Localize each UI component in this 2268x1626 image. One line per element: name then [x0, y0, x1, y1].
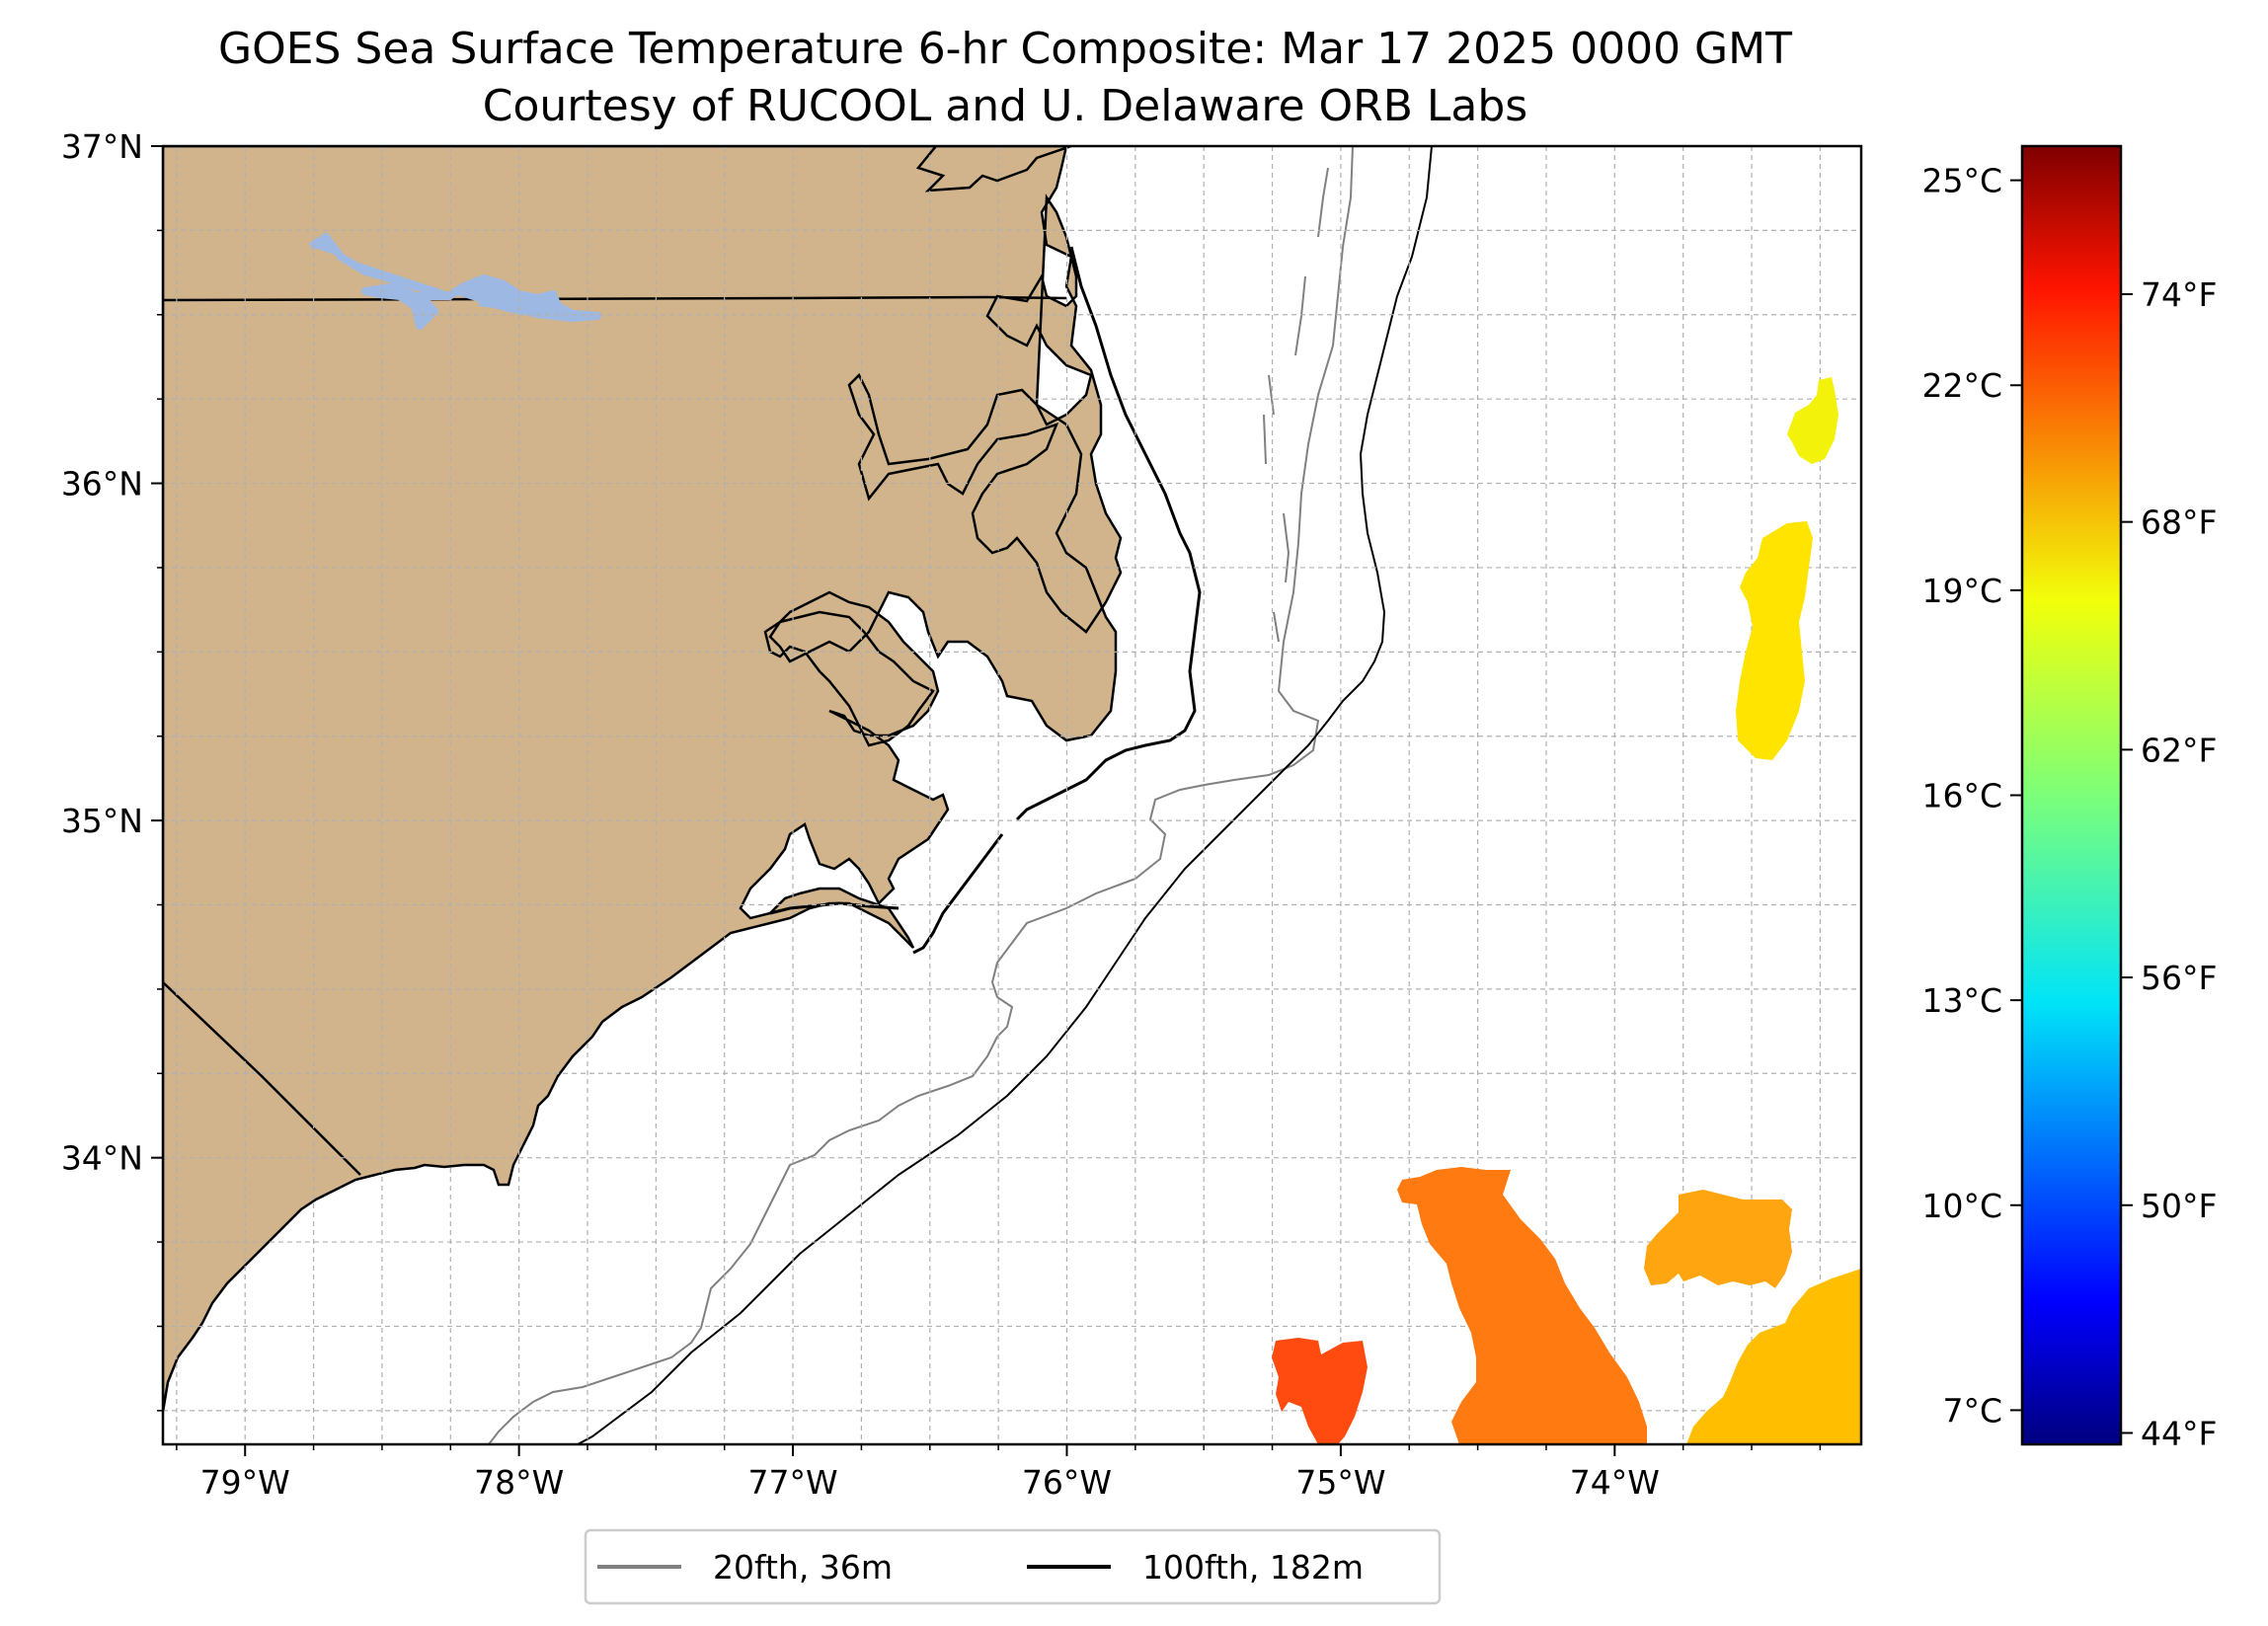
legend-label-100fth: 100fth, 182m	[1142, 1548, 1364, 1587]
lon-tick-label: 74°W	[1570, 1463, 1660, 1502]
map-grid	[163, 146, 1861, 1444]
lon-tick-label: 78°W	[474, 1463, 564, 1502]
colorbar-celsius-ticks: 25°C 22°C 19°C 16°C 13°C 10°C 7°C	[1921, 162, 2022, 1430]
lat-tick-label: 35°N	[61, 802, 143, 840]
sst-patch-south-orange	[1397, 1167, 1647, 1444]
lake-kerr	[308, 233, 601, 330]
latitude-axis: 37°N 36°N 35°N 34°N	[61, 127, 163, 1412]
sst-patch-far-southeast	[1686, 1269, 1861, 1444]
sst-layer	[1272, 377, 1861, 1444]
isobath-20fth	[488, 146, 1354, 1444]
map-title-line2: Courtesy of RUCOOL and U. Delaware ORB L…	[483, 81, 1527, 131]
lon-tick-label: 77°W	[748, 1463, 838, 1502]
lat-tick-label: 34°N	[61, 1139, 143, 1178]
lat-tick-label: 37°N	[61, 127, 143, 166]
colorbar-fahrenheit-label: 44°F	[2141, 1414, 2217, 1452]
colorbar-celsius-label: 13°C	[1921, 981, 2002, 1020]
sst-patch-southeast-orange	[1644, 1190, 1792, 1288]
sst-patch-center-yellow	[1736, 521, 1813, 760]
map-title-line1: GOES Sea Surface Temperature 6-hr Compos…	[218, 24, 1792, 74]
colorbar-celsius-label: 7°C	[1942, 1391, 2002, 1430]
va-nc-border	[163, 295, 1067, 302]
colorbar-celsius-label: 16°C	[1921, 777, 2002, 815]
legend: 20fth, 36m 100fth, 182m	[584, 1528, 1442, 1605]
sst-patch-southwest-red	[1272, 1338, 1368, 1444]
map-frame	[161, 144, 1863, 1446]
sst-patch-north-yellow	[1787, 377, 1838, 464]
outer-banks	[1015, 246, 1202, 821]
colorbar-fahrenheit-ticks: 74°F 68°F 62°F 56°F 50°F 44°F	[2121, 275, 2217, 1452]
colorbar-fahrenheit-label: 68°F	[2141, 503, 2217, 542]
colorbar-fahrenheit-label: 56°F	[2141, 959, 2217, 997]
isobath-20fth-fragments	[1263, 167, 1329, 643]
colorbar-gradient	[2020, 144, 2123, 1446]
colorbar-fahrenheit-label: 74°F	[2141, 275, 2217, 314]
cape-lookout-banks	[912, 833, 1004, 955]
colorbar-celsius-label: 10°C	[1921, 1187, 2002, 1225]
lat-tick-label: 36°N	[61, 465, 143, 503]
colorbar: 25°C 22°C 19°C 16°C 13°C 10°C 7°C 74°F 68°F 62°F…	[1921, 144, 2217, 1452]
colorbar-fahrenheit-label: 62°F	[2141, 731, 2217, 769]
land-north-carolina	[163, 146, 1123, 1413]
longitude-axis: 79°W 78°W 77°W 76°W 75°W 74°W	[176, 1444, 1822, 1502]
map-area	[163, 146, 1861, 1444]
nc-sc-border	[163, 981, 361, 1176]
lon-tick-label: 79°W	[200, 1463, 290, 1502]
colorbar-fahrenheit-label: 50°F	[2141, 1187, 2217, 1225]
legend-box	[584, 1528, 1442, 1605]
isobath-100fth	[577, 146, 1433, 1444]
lon-tick-label: 76°W	[1022, 1463, 1112, 1502]
colorbar-celsius-label: 25°C	[1921, 162, 2002, 200]
colorbar-celsius-label: 22°C	[1921, 366, 2002, 405]
legend-label-20fth: 20fth, 36m	[713, 1548, 893, 1587]
colorbar-celsius-label: 19°C	[1921, 572, 2002, 610]
lon-tick-label: 75°W	[1295, 1463, 1385, 1502]
